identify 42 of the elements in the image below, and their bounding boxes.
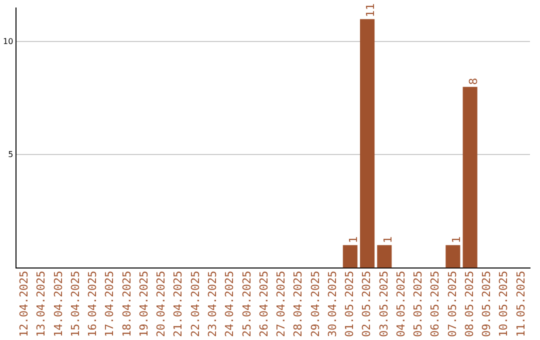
- bar: [462, 86, 478, 268]
- x-tick-label: 12.04.2025: [18, 270, 31, 338]
- data-label: 8: [466, 78, 480, 85]
- x-tick-label: 06.05.2025: [428, 270, 442, 338]
- bar: [360, 19, 375, 268]
- x-tick-label: 09.05.2025: [480, 270, 494, 338]
- x-tick-label: 11.05.2025: [514, 270, 528, 338]
- data-label: 1: [381, 236, 394, 244]
- x-tick-label: 03.05.2025: [377, 270, 390, 338]
- data-label: 1: [450, 236, 463, 244]
- x-tick-label: 23.04.2025: [206, 270, 220, 338]
- x-tick-label: 19.04.2025: [137, 270, 150, 338]
- y-tick-label: 5: [8, 150, 14, 159]
- x-tick-label: 08.05.2025: [462, 270, 476, 338]
- x-tick-label: 17.04.2025: [103, 270, 116, 338]
- y-tick-label: 10: [2, 36, 14, 46]
- x-tick-label: 22.04.2025: [188, 270, 202, 338]
- x-tick-label: 27.04.2025: [274, 270, 288, 338]
- x-tick-label: 30.04.2025: [326, 270, 339, 338]
- x-tick-label: 26.04.2025: [257, 270, 270, 338]
- x-tick-label: 25.04.2025: [240, 270, 254, 338]
- x-tick-label: 18.04.2025: [120, 270, 134, 338]
- x-tick-label: 01.05.2025: [343, 270, 356, 338]
- data-label: 11: [364, 3, 378, 18]
- x-tick-label: 28.04.2025: [292, 270, 305, 338]
- bar: [377, 245, 392, 268]
- x-tick-label: 02.05.2025: [360, 270, 374, 338]
- x-tick-label: 24.04.2025: [223, 270, 236, 338]
- x-tick-label: 15.04.2025: [68, 270, 82, 338]
- bar: [446, 245, 460, 268]
- x-tick-label: 16.04.2025: [86, 270, 100, 338]
- x-tick-label: 05.05.2025: [412, 270, 425, 338]
- x-tick-label: 10.05.2025: [497, 270, 510, 338]
- x-tick-label: 21.04.2025: [172, 270, 185, 338]
- x-tick-label: 04.05.2025: [394, 270, 408, 338]
- data-label: 1: [347, 236, 360, 244]
- x-tick-label: 14.04.2025: [52, 270, 65, 338]
- x-tick-label: 07.05.2025: [446, 270, 459, 338]
- x-tick-label: 29.04.2025: [308, 270, 322, 338]
- x-tick-label: 13.04.2025: [34, 270, 48, 338]
- bar: [342, 245, 358, 268]
- x-tick-label: 20.04.2025: [154, 270, 168, 338]
